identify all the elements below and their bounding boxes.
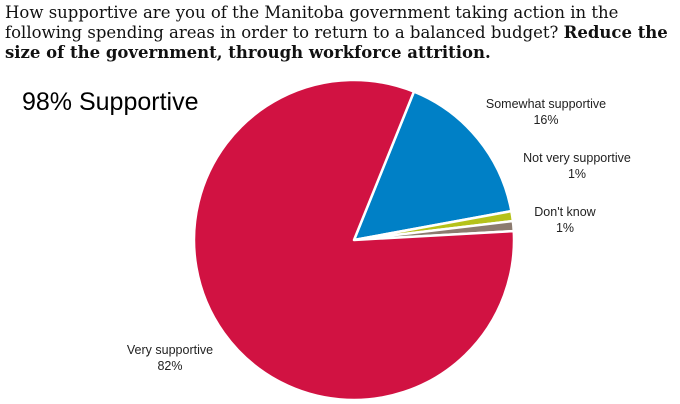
chart-title: How supportive are you of the Manitoba g… <box>5 3 677 63</box>
slice-label-somewhat-supportive: Somewhat supportive <box>486 97 606 111</box>
pie-slice-somewhat-supportive <box>352 90 513 242</box>
pie-labels: Very supportive 82% Somewhat supportive … <box>127 97 631 373</box>
chart-title-topic: Reduce the size of the government, throu… <box>5 23 668 62</box>
slice-value-not-very-supportive: 1% <box>568 167 586 181</box>
slice-label-dont-know: Don't know <box>534 205 596 219</box>
pie-slice-very-supportive <box>192 78 516 402</box>
supportive-summary: 98% Supportive <box>22 88 199 116</box>
slice-label-not-very-supportive: Not very supportive <box>523 151 631 165</box>
slice-value-dont-know: 1% <box>556 221 574 235</box>
chart-title-question: How supportive are you of the Manitoba g… <box>5 3 619 42</box>
slice-label-very-supportive: Very supportive <box>127 343 213 357</box>
slice-value-very-supportive: 82% <box>157 359 182 373</box>
pie-slices <box>192 78 516 402</box>
slice-value-somewhat-supportive: 16% <box>533 113 558 127</box>
